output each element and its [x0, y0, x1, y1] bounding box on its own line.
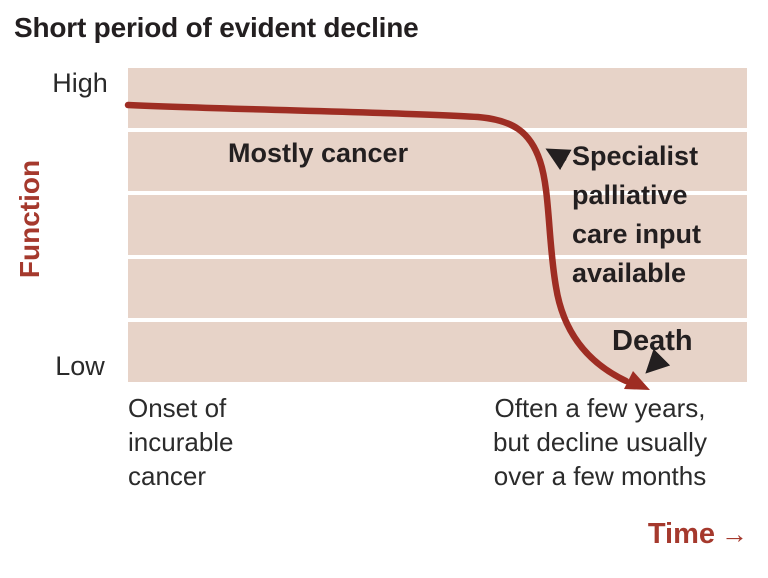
caption-line: over a few months	[493, 461, 707, 491]
chart-title: Short period of evident decline	[14, 12, 419, 43]
annotation-line: Specialist	[572, 141, 699, 171]
annotation-mostly-cancer: Mostly cancer	[228, 138, 409, 168]
plot-band	[128, 68, 747, 128]
x-axis-label: Time →	[548, 518, 748, 551]
annotation-specialist-palliative: Specialist palliative care input availab…	[572, 137, 701, 293]
x-caption-duration: Often a few years, but decline usually o…	[450, 391, 750, 493]
annotation-death: Death	[612, 325, 693, 357]
caption-line: incurable	[128, 427, 234, 457]
annotation-line: palliative	[572, 180, 688, 210]
caption-line: but decline usually	[493, 427, 707, 457]
x-caption-onset: Onset of incurable cancer	[128, 391, 234, 493]
caption-line: cancer	[128, 461, 207, 491]
x-axis-label-text: Time	[647, 518, 715, 550]
annotation-line: care input	[572, 219, 702, 249]
caption-line: Onset of	[128, 393, 227, 423]
y-tick-high: High	[52, 68, 108, 98]
y-axis-label: Function	[14, 159, 45, 279]
annotation-line: available	[572, 258, 687, 288]
right-arrow-icon: →	[721, 519, 748, 549]
y-tick-low: Low	[55, 351, 105, 381]
caption-line: Often a few years,	[494, 393, 706, 423]
